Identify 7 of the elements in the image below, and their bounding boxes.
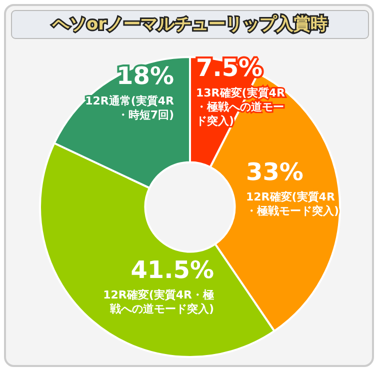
slice-label: 12R確変(実質4R・極戦モード突入): [246, 190, 340, 218]
data-label: 18%: [116, 62, 174, 90]
slice-label: 12R通常(実質4R・時短7回): [85, 94, 175, 122]
chart-title: ヘソorノーマルチューリップ入賞時: [51, 14, 328, 34]
data-label: 33%: [246, 158, 304, 186]
slice-label: 12R確変(実質4R・極戦への道モード突入): [103, 288, 214, 316]
data-label: 41.5%: [130, 256, 214, 284]
